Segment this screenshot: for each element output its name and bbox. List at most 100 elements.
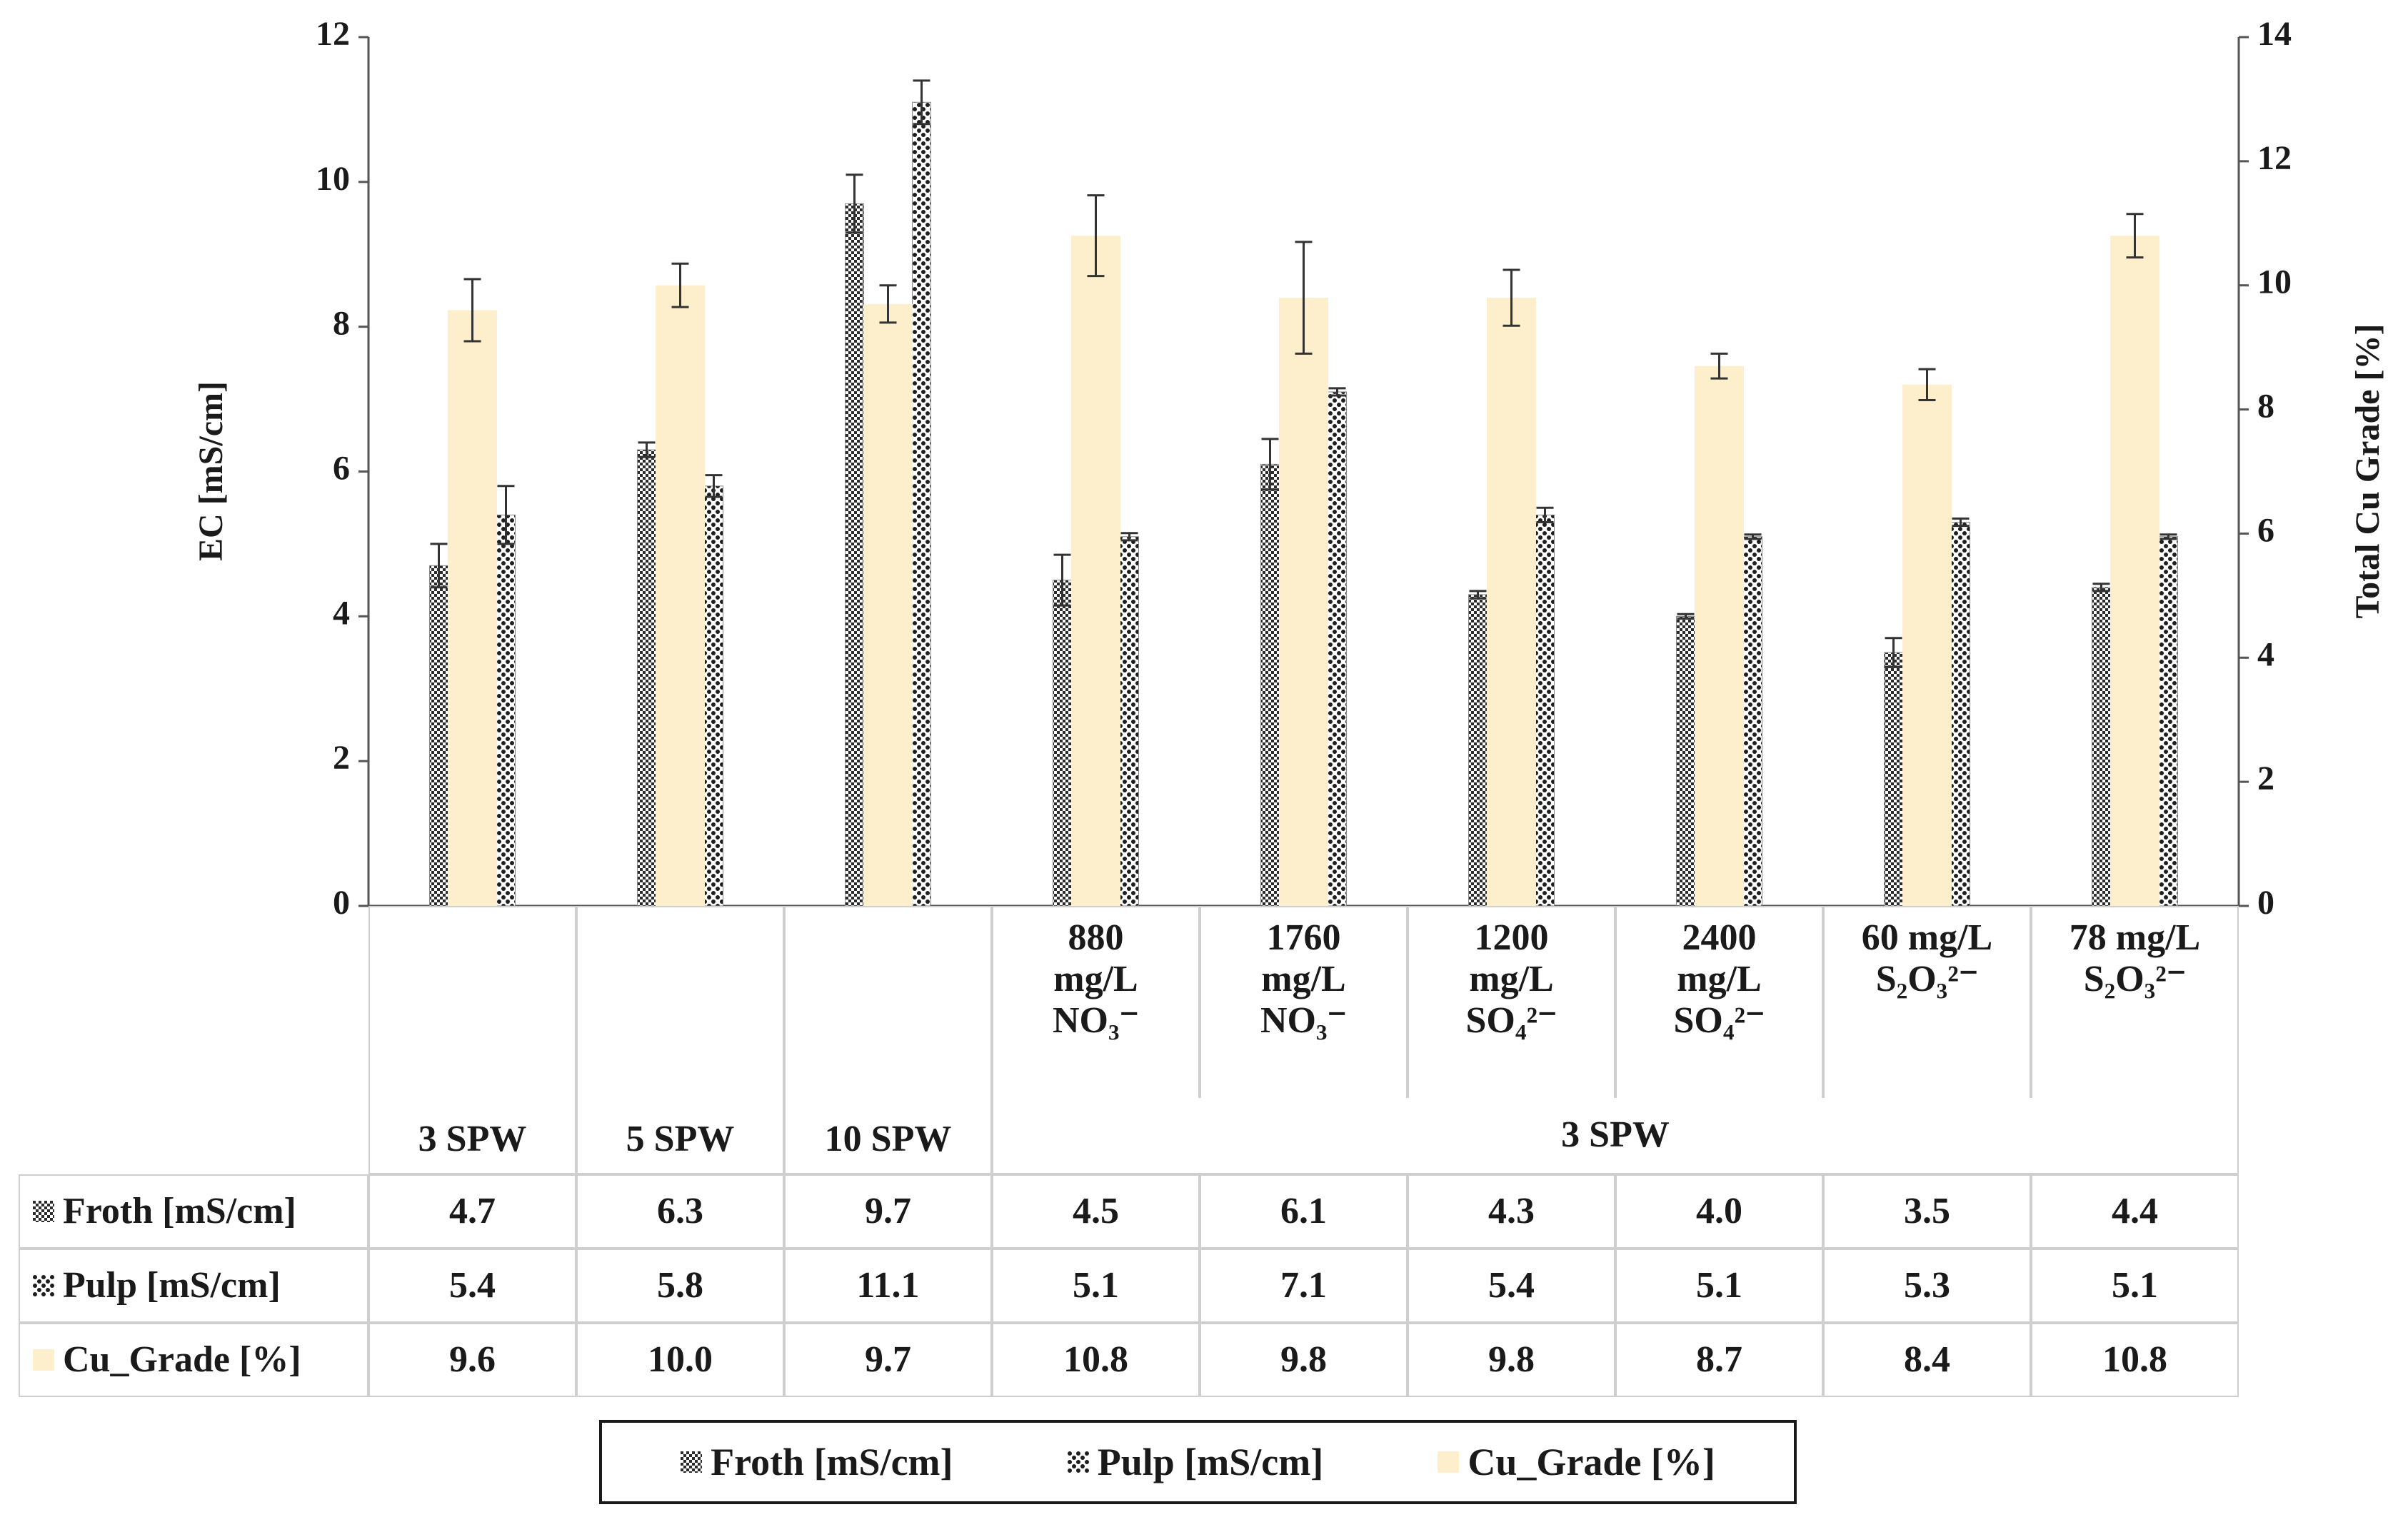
bar bbox=[429, 565, 448, 907]
row-label: Pulp [mS/cm] bbox=[63, 1264, 281, 1306]
bar bbox=[1328, 391, 1347, 907]
error-bar bbox=[1328, 387, 1346, 397]
category-label: 880 mg/L NO₃⁻ bbox=[1052, 917, 1140, 1042]
table-value: 5.4 bbox=[368, 1249, 576, 1323]
bar bbox=[912, 101, 931, 907]
error-bar bbox=[1087, 194, 1105, 278]
bar bbox=[845, 203, 864, 907]
table-value: 6.3 bbox=[576, 1174, 784, 1249]
swatch bbox=[33, 1349, 54, 1371]
error-bar bbox=[1120, 532, 1138, 542]
bar bbox=[637, 449, 656, 907]
bar bbox=[1676, 615, 1695, 907]
legend-label: Cu_Grade [%] bbox=[1468, 1441, 1715, 1483]
error-bar bbox=[463, 278, 481, 343]
table-value: 4.4 bbox=[2031, 1174, 2239, 1249]
error-bar bbox=[913, 79, 930, 126]
error-bar bbox=[705, 474, 723, 498]
category-cell: 3 SPW bbox=[368, 906, 576, 1174]
bar bbox=[704, 485, 723, 907]
legend-item: Pulp [mS/cm] bbox=[1067, 1440, 1323, 1484]
y2-tick-label: 4 bbox=[2257, 635, 2274, 673]
swatch bbox=[1067, 1451, 1089, 1473]
bar bbox=[1487, 298, 1536, 907]
y2-tick-label: 2 bbox=[2257, 760, 2274, 797]
swatch-fill bbox=[1067, 1451, 1089, 1473]
error-bar bbox=[2092, 583, 2110, 593]
bar bbox=[1120, 536, 1139, 907]
bar bbox=[1071, 236, 1120, 907]
table-value: 10.8 bbox=[2031, 1323, 2239, 1397]
table-value: 6.1 bbox=[1200, 1174, 1408, 1249]
y-tick-label: 8 bbox=[333, 305, 350, 343]
bar bbox=[448, 310, 497, 906]
bar bbox=[1951, 521, 1970, 907]
y2-tick-label: 10 bbox=[2257, 263, 2292, 301]
row-label-cell: Pulp [mS/cm] bbox=[19, 1249, 368, 1323]
table-value: 5.8 bbox=[576, 1249, 784, 1323]
bar bbox=[656, 285, 705, 906]
y-tick-label: 0 bbox=[333, 884, 350, 922]
row-label: Froth [mS/cm] bbox=[63, 1190, 296, 1231]
error-bar bbox=[1710, 352, 1728, 380]
y-tick-label: 12 bbox=[316, 15, 350, 53]
table-value: 9.6 bbox=[368, 1323, 576, 1397]
swatch-fill bbox=[33, 1201, 54, 1222]
bar bbox=[1902, 384, 1952, 906]
y2-tick-label: 8 bbox=[2257, 388, 2274, 425]
table-value: 8.4 bbox=[1823, 1323, 2031, 1397]
table-value: 9.7 bbox=[784, 1323, 992, 1397]
bar bbox=[1053, 580, 1072, 907]
bar bbox=[1260, 463, 1280, 907]
table-value: 4.3 bbox=[1408, 1174, 1615, 1249]
bar bbox=[2092, 587, 2111, 907]
error-bar bbox=[2126, 213, 2144, 259]
row-label-cell: Froth [mS/cm] bbox=[19, 1174, 368, 1249]
table-value: 9.8 bbox=[1408, 1323, 1615, 1397]
y-axis-title: EC [mS/cm] bbox=[192, 381, 230, 561]
category-group-cell: 3 SPW bbox=[992, 1098, 2239, 1174]
bar bbox=[1695, 366, 1744, 906]
table-value: 9.7 bbox=[784, 1174, 992, 1249]
table-value: 9.8 bbox=[1200, 1323, 1408, 1397]
bar bbox=[1468, 594, 1488, 907]
legend: Froth [mS/cm] Pulp [mS/cm] Cu_Grade [%] bbox=[599, 1420, 1797, 1504]
table-value: 5.1 bbox=[2031, 1249, 2239, 1323]
error-bar bbox=[671, 262, 689, 308]
category-cell: 60 mg/L S₂O₃²⁻ bbox=[1823, 906, 2031, 1098]
category-label: 60 mg/L S₂O₃²⁻ bbox=[1861, 917, 1993, 1000]
error-bar bbox=[638, 441, 656, 458]
y2-tick-label: 14 bbox=[2257, 15, 2292, 53]
category-label: 2400 mg/L SO₄²⁻ bbox=[1673, 917, 1765, 1042]
category-cell: 5 SPW bbox=[576, 906, 784, 1174]
table-value: 10.0 bbox=[576, 1323, 784, 1397]
legend-label: Froth [mS/cm] bbox=[711, 1441, 953, 1483]
table-value: 11.1 bbox=[784, 1249, 992, 1323]
table-value: 5.3 bbox=[1823, 1249, 2031, 1323]
error-bar bbox=[1469, 590, 1487, 600]
swatch-fill bbox=[33, 1275, 54, 1296]
swatch bbox=[33, 1275, 54, 1296]
table-value: 5.1 bbox=[1615, 1249, 1823, 1323]
error-bar bbox=[1261, 438, 1279, 491]
error-bar bbox=[1918, 368, 1936, 402]
category-cell: 1200 mg/L SO₄²⁻ bbox=[1408, 906, 1615, 1098]
error-bar bbox=[430, 543, 448, 589]
error-bar bbox=[1885, 637, 1902, 668]
error-bar bbox=[1053, 553, 1071, 607]
error-bar bbox=[879, 284, 897, 324]
row-label: Cu_Grade [%] bbox=[63, 1339, 301, 1380]
bar bbox=[863, 303, 913, 906]
error-bar bbox=[1677, 613, 1695, 620]
legend-item: Cu_Grade [%] bbox=[1438, 1440, 1715, 1484]
y-tick-label: 2 bbox=[333, 739, 350, 777]
category-cell: 78 mg/L S₂O₃²⁻ bbox=[2031, 906, 2239, 1098]
category-label: 1200 mg/L SO₄²⁻ bbox=[1465, 917, 1557, 1042]
table-value: 4.7 bbox=[368, 1174, 576, 1249]
y2-tick-label: 12 bbox=[2257, 139, 2292, 177]
swatch-fill bbox=[33, 1349, 54, 1371]
error-bar bbox=[2159, 533, 2177, 540]
bar bbox=[1743, 536, 1762, 907]
error-bar bbox=[1536, 506, 1554, 523]
